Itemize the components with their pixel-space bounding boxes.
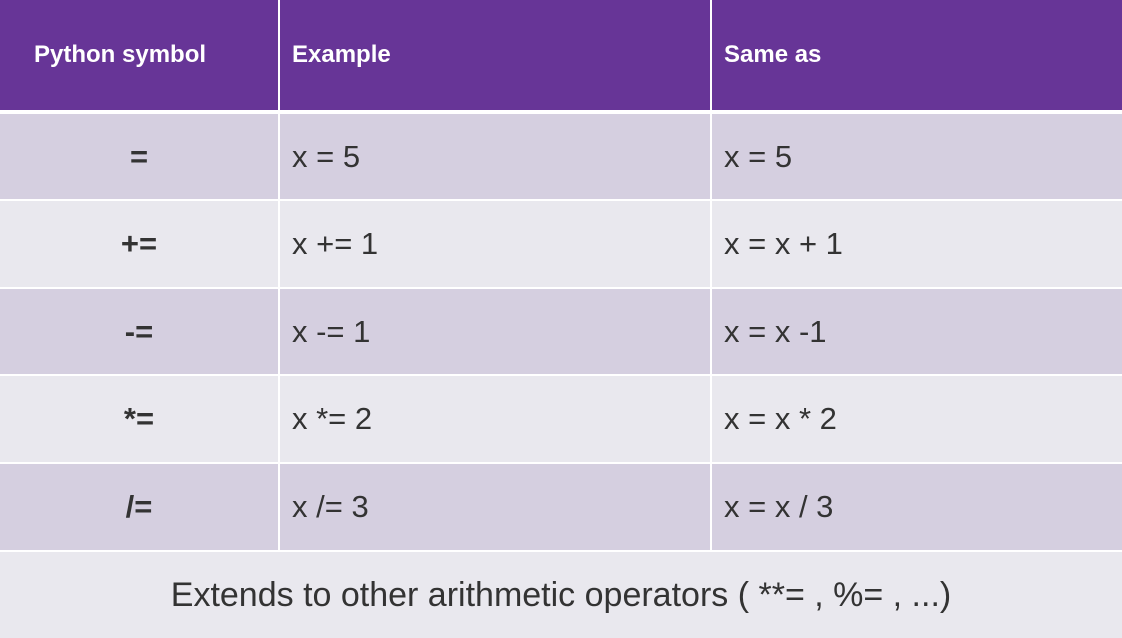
same-as-cell: x = 5	[712, 114, 1122, 199]
symbol-cell: =	[0, 114, 278, 199]
header-same-as: Same as	[712, 0, 1122, 110]
same-as-cell: x = x / 3	[712, 464, 1122, 550]
symbol-cell: +=	[0, 201, 278, 287]
same-as-cell: x = x * 2	[712, 376, 1122, 462]
header-python-symbol: Python symbol	[0, 0, 278, 110]
symbol-cell: /=	[0, 464, 278, 550]
symbol-cell: -=	[0, 289, 278, 374]
table-header: Python symbol Example Same as	[0, 0, 1122, 110]
example-cell: x = 5	[280, 114, 710, 199]
example-cell: x -= 1	[280, 289, 710, 374]
example-cell: x /= 3	[280, 464, 710, 550]
symbol-cell: *=	[0, 376, 278, 462]
same-as-cell: x = x -1	[712, 289, 1122, 374]
footer-note: Extends to other arithmetic operators ( …	[0, 552, 1122, 638]
header-example: Example	[280, 0, 710, 110]
example-cell: x *= 2	[280, 376, 710, 462]
example-cell: x += 1	[280, 201, 710, 287]
same-as-cell: x = x + 1	[712, 201, 1122, 287]
